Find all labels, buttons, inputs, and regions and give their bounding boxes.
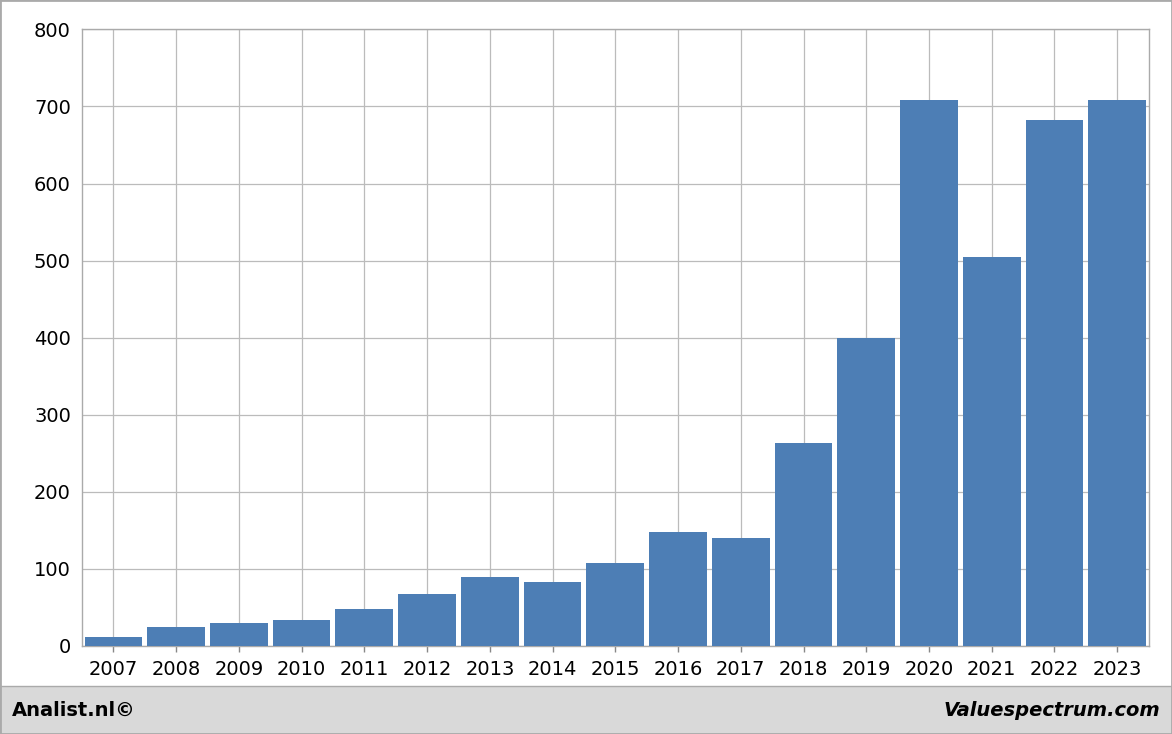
Bar (963, 257, 1021, 646)
Bar (273, 620, 331, 646)
Bar (837, 338, 895, 646)
Bar (398, 595, 456, 646)
Text: Valuespectrum.com: Valuespectrum.com (943, 701, 1160, 719)
Bar (775, 443, 832, 646)
Bar (210, 622, 267, 646)
Bar (649, 532, 707, 646)
Bar (900, 101, 958, 646)
Bar (1089, 101, 1146, 646)
Bar (586, 563, 645, 646)
Bar (84, 636, 142, 646)
Bar (1026, 120, 1083, 646)
Bar (148, 627, 205, 646)
Bar (335, 609, 394, 646)
Bar (524, 582, 581, 646)
Text: Analist.nl©: Analist.nl© (12, 701, 136, 719)
Bar (711, 538, 770, 646)
Bar (461, 577, 519, 646)
